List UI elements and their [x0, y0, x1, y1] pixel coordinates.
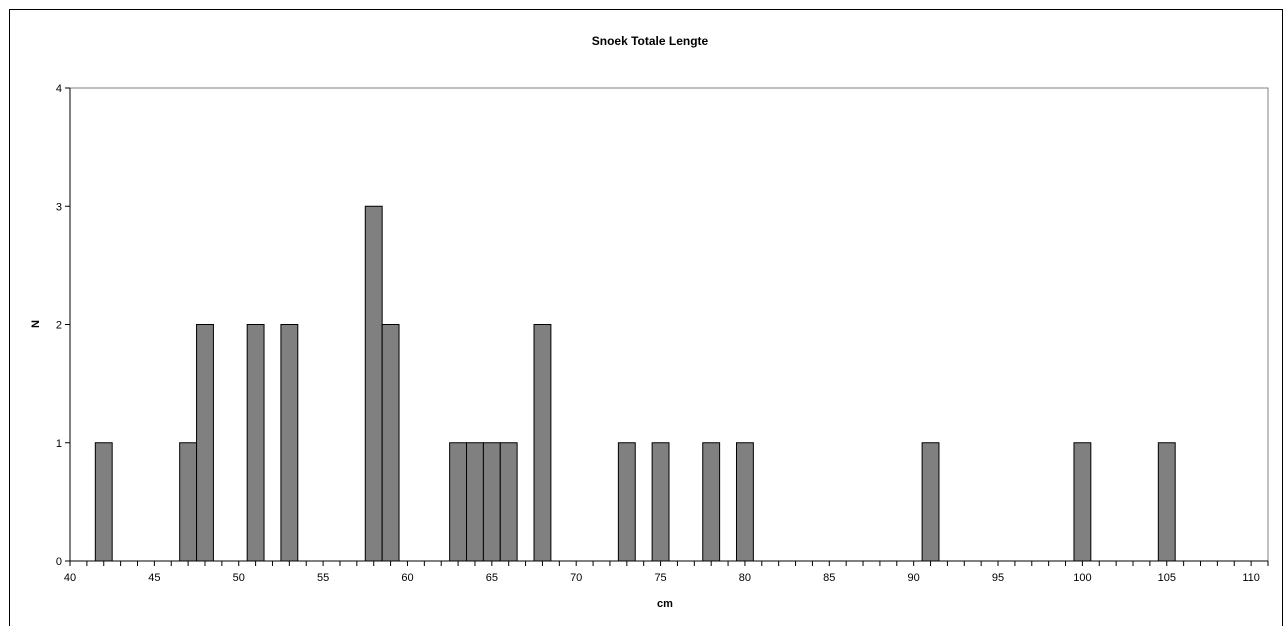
- bar: [196, 324, 214, 562]
- chart-title: Snoek Totale Lengte: [592, 34, 709, 48]
- bar: [921, 442, 940, 562]
- x-tick-label: 105: [1158, 572, 1176, 584]
- y-tick-label: 3: [56, 201, 62, 213]
- x-tick-label: 85: [823, 572, 835, 584]
- bar: [381, 324, 400, 562]
- x-tick-label: 45: [148, 572, 160, 584]
- y-axis-label: N: [30, 320, 42, 328]
- x-tick-label: 80: [739, 572, 751, 584]
- chart-frame: [9, 9, 1283, 626]
- bar: [1073, 442, 1092, 562]
- bar: [735, 442, 754, 562]
- x-tick-label: 65: [486, 572, 498, 584]
- bar: [449, 442, 468, 562]
- y-tick-label: 4: [56, 83, 62, 95]
- x-tick-label: 75: [654, 572, 666, 584]
- bar: [499, 442, 518, 562]
- plot-area: 40 45 50 55 60 65 70 75 80 85 90 95 100 105 110 0 1 2 3 4: [56, 83, 1269, 584]
- bar: [94, 442, 113, 562]
- y-tick-label: 0: [56, 556, 62, 568]
- bar: [702, 442, 721, 562]
- x-tick-label: 50: [233, 572, 245, 584]
- bar: [617, 442, 636, 562]
- x-tick-label: 110: [1242, 572, 1260, 584]
- x-tick-label: 70: [570, 572, 582, 584]
- x-tick-label: 55: [317, 572, 329, 584]
- x-tick-label: 90: [908, 572, 920, 584]
- y-tick-label: 2: [56, 320, 62, 332]
- bar: [466, 442, 484, 562]
- x-tick-label: 95: [992, 572, 1004, 584]
- x-axis-label: cm: [657, 598, 673, 610]
- bar: [1157, 442, 1176, 562]
- x-tick-label: 100: [1073, 572, 1091, 584]
- bar: [533, 324, 552, 562]
- bar: [246, 324, 265, 562]
- bar: [280, 324, 299, 562]
- bar: [482, 442, 501, 562]
- y-tick-label: 1: [56, 438, 62, 450]
- x-tick-label: 60: [401, 572, 413, 584]
- x-tick-label: 40: [64, 572, 76, 584]
- bar: [179, 442, 198, 562]
- bar: [364, 205, 383, 562]
- bar: [651, 442, 670, 562]
